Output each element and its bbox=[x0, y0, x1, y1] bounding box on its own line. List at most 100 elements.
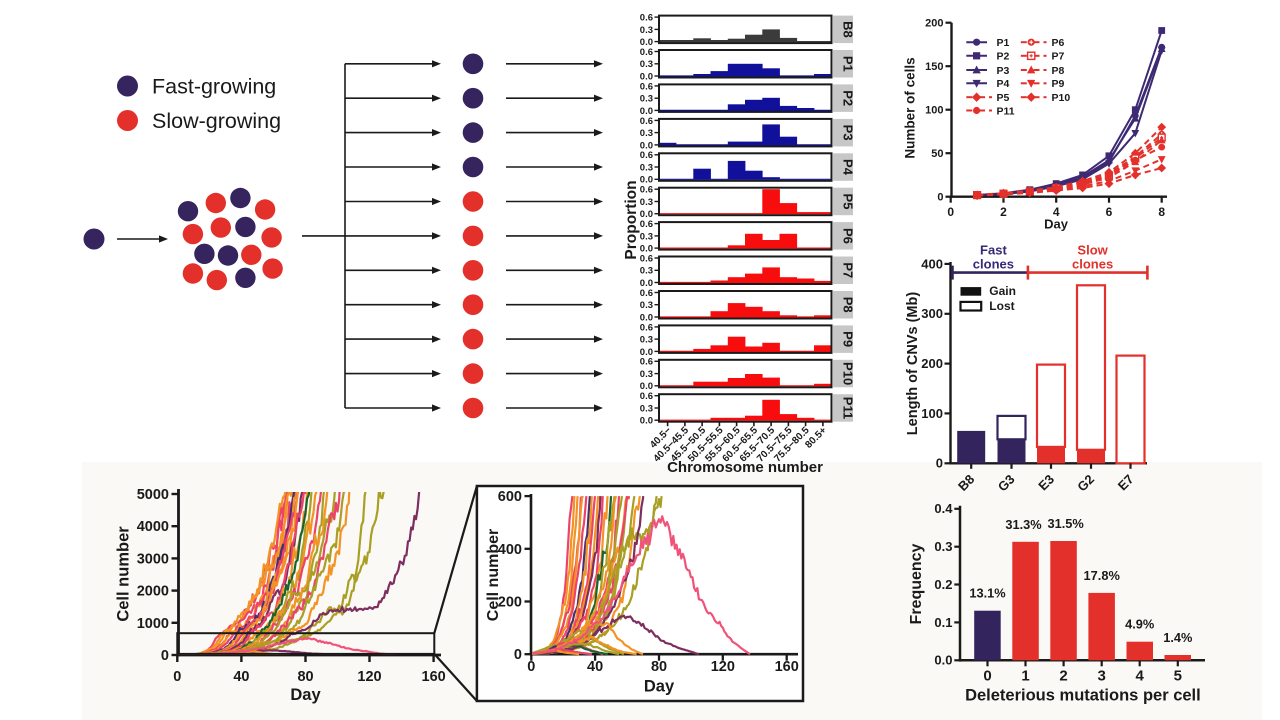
svg-text:0: 0 bbox=[937, 192, 943, 204]
svg-text:Lost: Lost bbox=[989, 299, 1014, 313]
svg-text:Gain: Gain bbox=[989, 284, 1016, 298]
svg-text:0.3: 0.3 bbox=[640, 266, 653, 277]
svg-text:Chromosome number: Chromosome number bbox=[667, 459, 823, 476]
svg-text:0.6: 0.6 bbox=[640, 357, 653, 368]
svg-text:0.2: 0.2 bbox=[934, 577, 952, 592]
svg-text:0.6: 0.6 bbox=[640, 253, 653, 264]
svg-text:1000: 1000 bbox=[137, 616, 169, 632]
svg-text:0.3: 0.3 bbox=[640, 231, 653, 242]
svg-text:0.0: 0.0 bbox=[640, 244, 653, 255]
svg-text:P7: P7 bbox=[841, 262, 856, 278]
svg-text:300: 300 bbox=[921, 306, 943, 321]
svg-text:200: 200 bbox=[921, 356, 943, 371]
svg-text:100: 100 bbox=[925, 105, 943, 117]
svg-text:0.6: 0.6 bbox=[640, 116, 653, 127]
svg-text:160: 160 bbox=[775, 659, 799, 675]
svg-text:17.8%: 17.8% bbox=[1084, 568, 1121, 583]
svg-text:0.3: 0.3 bbox=[640, 25, 653, 36]
svg-text:P5: P5 bbox=[997, 92, 1010, 104]
svg-text:clones: clones bbox=[1072, 256, 1113, 271]
svg-text:P11: P11 bbox=[997, 105, 1015, 117]
svg-text:5000: 5000 bbox=[137, 487, 169, 503]
svg-text:0.6: 0.6 bbox=[640, 391, 653, 402]
svg-text:2: 2 bbox=[1059, 667, 1067, 684]
svg-text:Length of CNVs (Mb): Length of CNVs (Mb) bbox=[905, 292, 921, 436]
svg-text:Day: Day bbox=[644, 678, 675, 696]
svg-text:0.0: 0.0 bbox=[640, 381, 653, 392]
svg-text:P2: P2 bbox=[997, 51, 1010, 63]
svg-text:0.6: 0.6 bbox=[640, 219, 653, 230]
svg-text:400: 400 bbox=[921, 256, 943, 271]
svg-text:P6: P6 bbox=[1052, 37, 1065, 49]
svg-text:2000: 2000 bbox=[137, 584, 169, 600]
svg-text:40: 40 bbox=[233, 669, 249, 685]
svg-text:120: 120 bbox=[711, 659, 735, 675]
svg-text:P4: P4 bbox=[997, 78, 1010, 90]
svg-text:0.0: 0.0 bbox=[640, 71, 653, 82]
svg-text:0.0: 0.0 bbox=[934, 653, 952, 668]
svg-text:P8: P8 bbox=[1052, 65, 1065, 77]
svg-text:Fast-growing: Fast-growing bbox=[152, 75, 276, 99]
svg-text:P5: P5 bbox=[841, 194, 856, 210]
svg-text:160: 160 bbox=[421, 669, 445, 685]
svg-text:clones: clones bbox=[973, 256, 1014, 271]
svg-text:0.0: 0.0 bbox=[640, 209, 653, 220]
svg-text:Proportion: Proportion bbox=[623, 180, 640, 259]
svg-text:3: 3 bbox=[1098, 667, 1106, 684]
svg-text:6: 6 bbox=[1106, 205, 1113, 219]
svg-text:Cell number: Cell number bbox=[115, 526, 133, 622]
svg-text:31.5%: 31.5% bbox=[1047, 516, 1084, 531]
svg-text:P1: P1 bbox=[997, 37, 1010, 49]
svg-text:0: 0 bbox=[983, 667, 991, 684]
svg-text:0: 0 bbox=[936, 456, 943, 471]
svg-text:B8: B8 bbox=[841, 21, 856, 38]
svg-text:0.3: 0.3 bbox=[640, 162, 653, 173]
svg-text:40: 40 bbox=[587, 659, 603, 675]
svg-text:P7: P7 bbox=[1052, 51, 1065, 63]
svg-text:P3: P3 bbox=[997, 65, 1010, 77]
svg-text:0.6: 0.6 bbox=[640, 81, 653, 92]
svg-text:0.3: 0.3 bbox=[640, 128, 653, 139]
svg-text:0.6: 0.6 bbox=[640, 288, 653, 299]
svg-text:0.3: 0.3 bbox=[640, 369, 653, 380]
svg-text:0.0: 0.0 bbox=[640, 312, 653, 323]
svg-text:0.0: 0.0 bbox=[640, 106, 653, 117]
svg-text:5: 5 bbox=[1174, 667, 1182, 684]
svg-text:P4: P4 bbox=[841, 159, 856, 176]
svg-text:1.4%: 1.4% bbox=[1163, 630, 1193, 645]
svg-text:Cell number: Cell number bbox=[485, 529, 502, 621]
svg-text:P9: P9 bbox=[841, 331, 856, 347]
svg-text:0.3: 0.3 bbox=[640, 300, 653, 311]
svg-text:4: 4 bbox=[1053, 205, 1060, 219]
svg-text:2: 2 bbox=[1000, 205, 1007, 219]
svg-text:0.4: 0.4 bbox=[934, 501, 953, 516]
svg-text:0: 0 bbox=[514, 647, 522, 663]
svg-text:P10: P10 bbox=[1052, 92, 1071, 104]
svg-text:P8: P8 bbox=[841, 297, 856, 313]
svg-text:Day: Day bbox=[1044, 217, 1069, 232]
svg-text:P3: P3 bbox=[841, 125, 856, 141]
svg-text:Frequency: Frequency bbox=[908, 543, 925, 624]
svg-text:Slow: Slow bbox=[1077, 242, 1108, 257]
svg-text:0.0: 0.0 bbox=[640, 140, 653, 151]
svg-text:50: 50 bbox=[931, 148, 943, 160]
svg-text:80: 80 bbox=[297, 669, 313, 685]
svg-text:0.0: 0.0 bbox=[640, 278, 653, 289]
svg-text:200: 200 bbox=[498, 595, 522, 611]
svg-text:P10: P10 bbox=[841, 362, 856, 385]
svg-text:600: 600 bbox=[498, 489, 522, 505]
svg-text:0.3: 0.3 bbox=[640, 335, 653, 346]
svg-text:0.3: 0.3 bbox=[640, 403, 653, 414]
svg-text:400: 400 bbox=[498, 542, 522, 558]
svg-text:Slow-growing: Slow-growing bbox=[152, 109, 281, 133]
svg-text:0.3: 0.3 bbox=[640, 94, 653, 105]
svg-text:31.3%: 31.3% bbox=[1005, 517, 1042, 532]
svg-text:0.6: 0.6 bbox=[640, 150, 653, 161]
svg-text:8: 8 bbox=[1158, 205, 1165, 219]
svg-text:4: 4 bbox=[1136, 667, 1145, 684]
svg-text:Deleterious mutations per cell: Deleterious mutations per cell bbox=[965, 687, 1201, 705]
svg-text:3000: 3000 bbox=[137, 551, 169, 567]
svg-text:P6: P6 bbox=[841, 228, 856, 244]
svg-text:0: 0 bbox=[173, 669, 181, 685]
svg-text:0: 0 bbox=[527, 659, 535, 675]
